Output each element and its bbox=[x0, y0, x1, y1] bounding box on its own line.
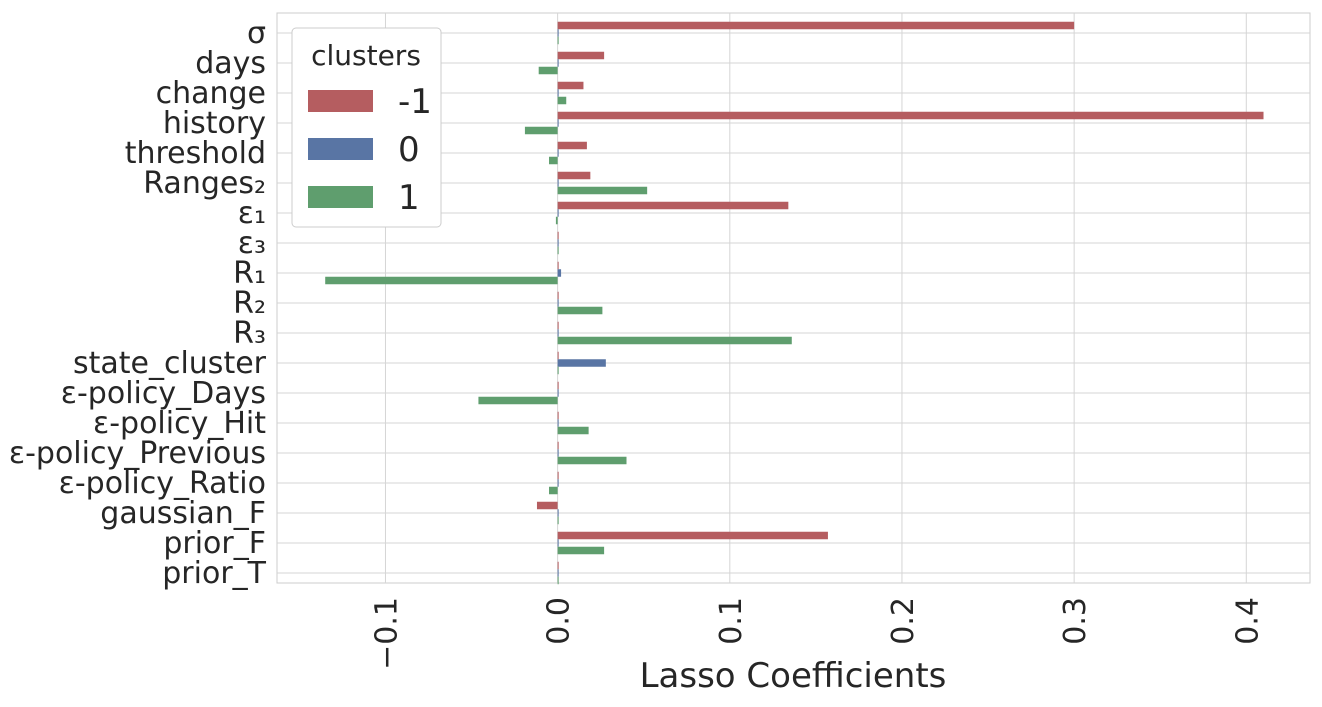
bar-series--1-4 bbox=[557, 141, 587, 150]
bar-series-1-15 bbox=[549, 486, 558, 495]
bar-series-1-5 bbox=[557, 186, 648, 195]
y-tick-label: ε-policy_Days bbox=[61, 376, 266, 411]
bar-series-0-18 bbox=[557, 569, 559, 577]
bar-series--1-15 bbox=[557, 471, 559, 480]
bar-series--1-8 bbox=[557, 261, 559, 270]
bar-series-1-6 bbox=[555, 216, 558, 225]
bar-series-0-11 bbox=[557, 359, 606, 367]
bar-series-0-14 bbox=[557, 449, 559, 457]
bar-series--1-11 bbox=[557, 351, 559, 360]
y-tick-label: σ bbox=[247, 16, 266, 51]
y-tick-label: gaussian_F bbox=[100, 496, 266, 531]
legend-label-0: 0 bbox=[398, 130, 420, 170]
x-tick-label: 0.3 bbox=[1058, 597, 1093, 645]
bar-series-0-12 bbox=[557, 389, 559, 397]
bar-series--1-9 bbox=[557, 291, 559, 300]
bar-series-0-6 bbox=[557, 209, 559, 217]
x-tick-labels: −0.1 0.0 0.1 0.2 0.3 0.4 bbox=[369, 597, 1265, 670]
y-tick-label: change bbox=[156, 76, 266, 111]
x-tick-label: 0.4 bbox=[1230, 597, 1265, 645]
bar-series-0-1 bbox=[557, 59, 559, 67]
bar-series--1-7 bbox=[557, 231, 559, 240]
y-tick-label: ε-policy_Hit bbox=[93, 406, 266, 441]
bar-series--1-3 bbox=[557, 111, 1264, 120]
bar-series-0-16 bbox=[557, 509, 559, 517]
y-tick-label: threshold bbox=[125, 136, 266, 171]
bar-series-0-10 bbox=[557, 329, 559, 337]
bar-series--1-5 bbox=[557, 171, 591, 180]
y-tick-labels: σdayschangehistorythresholdRanges₂ε₁ε₃R₁… bbox=[9, 16, 267, 591]
y-tick-label: ε-policy_Previous bbox=[9, 436, 266, 471]
bar-series-1-13 bbox=[557, 426, 589, 435]
legend-swatch-1 bbox=[308, 186, 373, 208]
y-tick-label: ε-policy_Ratio bbox=[59, 466, 266, 501]
bar-series--1-14 bbox=[557, 441, 559, 450]
bar-series-0-7 bbox=[557, 239, 559, 247]
bar-series-1-2 bbox=[557, 96, 567, 105]
bar-series-1-9 bbox=[557, 306, 603, 315]
x-tick-label: −0.1 bbox=[369, 597, 404, 670]
y-tick-label: Ranges₂ bbox=[143, 166, 266, 201]
bar-series--1-16 bbox=[536, 501, 558, 510]
bar-series--1-6 bbox=[557, 201, 789, 210]
bar-series-1-10 bbox=[557, 336, 792, 345]
y-tick-label: R₂ bbox=[233, 286, 266, 321]
bar-series-1-16 bbox=[557, 516, 559, 525]
bar-series-0-15 bbox=[557, 479, 559, 487]
y-tick-label: state_cluster bbox=[73, 346, 267, 381]
bar-series-0-2 bbox=[557, 89, 559, 97]
legend-title: clusters bbox=[311, 39, 421, 72]
bar-series-1-18 bbox=[557, 576, 559, 585]
bar-series-1-3 bbox=[524, 126, 558, 135]
legend-label-1: 1 bbox=[398, 178, 420, 218]
y-tick-label: R₁ bbox=[233, 256, 266, 291]
y-tick-label: R₃ bbox=[233, 316, 266, 351]
y-tick-label: ε₃ bbox=[238, 226, 266, 261]
y-tick-label: prior_F bbox=[163, 526, 266, 561]
bar-series-1-4 bbox=[549, 156, 558, 165]
bar-series-1-7 bbox=[557, 246, 559, 255]
legend-label--1: -1 bbox=[398, 82, 432, 122]
bar-series-1-1 bbox=[538, 66, 558, 75]
bar-series--1-1 bbox=[557, 51, 605, 60]
bars bbox=[325, 21, 1264, 585]
bar-series--1-17 bbox=[557, 531, 828, 540]
bar-series-0-4 bbox=[557, 149, 559, 157]
bar-series-1-11 bbox=[557, 366, 559, 375]
bar-series--1-18 bbox=[557, 561, 559, 570]
bar-series--1-10 bbox=[557, 321, 559, 330]
bar-series--1-12 bbox=[557, 381, 559, 390]
bar-series-0-17 bbox=[557, 539, 559, 547]
bar-series-0-13 bbox=[557, 419, 559, 427]
y-tick-label: ε₁ bbox=[238, 196, 266, 231]
x-tick-label: 0.0 bbox=[542, 597, 577, 645]
legend: clusters -1 0 1 bbox=[291, 27, 442, 228]
bar-series-1-14 bbox=[557, 456, 627, 465]
y-tick-label: history bbox=[163, 106, 266, 141]
y-tick-label: prior_T bbox=[162, 556, 266, 591]
legend-box bbox=[291, 27, 442, 228]
bar-series--1-2 bbox=[557, 81, 584, 90]
grid-lines bbox=[277, 13, 1310, 583]
bar-series-1-8 bbox=[325, 276, 558, 285]
legend-swatch--1 bbox=[308, 90, 373, 112]
bar-series-0-5 bbox=[557, 179, 559, 187]
bar-series-0-0 bbox=[557, 29, 559, 37]
bar-series-1-12 bbox=[478, 396, 558, 405]
x-tick-label: 0.2 bbox=[886, 597, 921, 645]
bar-series-0-8 bbox=[557, 269, 562, 277]
bar-series--1-0 bbox=[557, 21, 1075, 30]
bar-series-1-17 bbox=[557, 546, 605, 555]
bar-series-0-3 bbox=[557, 119, 559, 127]
x-axis-label: Lasso Coefficients bbox=[640, 656, 947, 696]
legend-swatch-0 bbox=[308, 138, 373, 160]
bar-series--1-13 bbox=[557, 411, 559, 420]
y-tick-label: days bbox=[195, 46, 266, 81]
bar-series-0-9 bbox=[557, 299, 559, 307]
x-tick-label: 0.1 bbox=[714, 597, 749, 645]
bar-series-1-0 bbox=[557, 36, 559, 45]
plot-area bbox=[276, 12, 1311, 584]
